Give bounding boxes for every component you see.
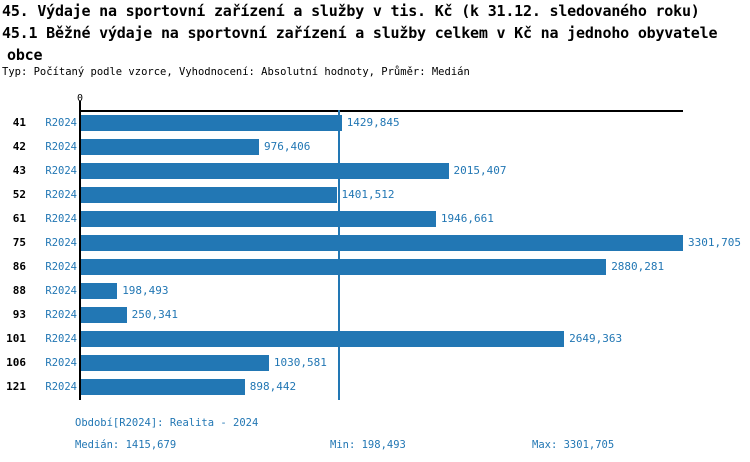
- series-label: R2024: [45, 141, 77, 153]
- chart-row: 121 R2024 898,442: [0, 379, 750, 395]
- chart-row: 43 R2024 2015,407: [0, 163, 750, 179]
- series-label: R2024: [45, 213, 77, 225]
- value-label: 3301,705: [688, 236, 741, 249]
- series-label: R2024: [45, 381, 77, 393]
- bar: [81, 283, 118, 299]
- bar: [81, 211, 436, 227]
- value-label: 898,442: [249, 380, 297, 393]
- bar: [81, 115, 342, 131]
- value-label: 198,493: [122, 284, 169, 297]
- value-label: 2649,363: [569, 332, 623, 345]
- series-label: R2024: [45, 165, 77, 177]
- category-label: 42: [12, 140, 26, 153]
- chart-row: 88 R2024 198,493: [0, 283, 750, 299]
- category-label: 61: [12, 212, 26, 225]
- category-label: 101: [6, 332, 26, 345]
- category-label: 93: [12, 308, 26, 321]
- bar: [81, 259, 607, 275]
- series-label: R2024: [45, 309, 77, 321]
- median-reference-line: [338, 110, 341, 400]
- bar: [81, 307, 127, 323]
- chart-row: 75 R2024 3301,705: [0, 235, 750, 251]
- category-label: 88: [12, 284, 26, 297]
- series-label: R2024: [45, 261, 77, 273]
- bar: [81, 163, 449, 179]
- series-label: R2024: [45, 285, 77, 297]
- page-title-line2: 45.1 Běžné výdaje na sportovní zařízení …: [2, 24, 718, 42]
- median-stat: Medián: 1415,679: [75, 439, 177, 451]
- page-title-line3: obce: [7, 46, 43, 64]
- min-stat: Min: 198,493: [330, 439, 406, 451]
- chart-row: 86 R2024 2880,281: [0, 259, 750, 275]
- chart-row: 52 R2024 1401,512: [0, 187, 750, 203]
- chart-meta-line: Typ: Počítaný podle vzorce, Vyhodnocení:…: [2, 66, 470, 78]
- period-legend: Období[R2024]: Realita - 2024: [75, 417, 259, 429]
- chart-row: 42 R2024 976,406: [0, 139, 750, 155]
- category-label: 106: [6, 356, 26, 369]
- value-label: 1429,845: [346, 116, 400, 129]
- bar: [81, 187, 337, 203]
- category-label: 52: [12, 188, 26, 201]
- series-label: R2024: [45, 117, 77, 129]
- bar: [81, 139, 259, 155]
- series-label: R2024: [45, 357, 77, 369]
- value-label: 2880,281: [611, 260, 665, 273]
- x-axis-line: [80, 110, 683, 112]
- category-label: 86: [12, 260, 26, 273]
- chart-row: 106 R2024 1030,581: [0, 355, 750, 371]
- category-label: 121: [6, 380, 26, 393]
- chart-row: 41 R2024 1429,845: [0, 115, 750, 131]
- value-label: 250,341: [131, 308, 178, 321]
- series-label: R2024: [45, 333, 77, 345]
- chart-row: 93 R2024 250,341: [0, 307, 750, 323]
- value-label: 976,406: [264, 140, 311, 153]
- max-stat: Max: 3301,705: [532, 439, 615, 451]
- value-label: 1401,512: [341, 188, 395, 201]
- bar: [81, 379, 245, 395]
- x-axis-zero-tick-label: 0: [76, 93, 84, 104]
- bar: [81, 235, 683, 251]
- chart-row: 101 R2024 2649,363: [0, 331, 750, 347]
- series-label: R2024: [45, 189, 77, 201]
- value-label: 2015,407: [453, 164, 507, 177]
- series-label: R2024: [45, 237, 77, 249]
- page-title-line1: 45. Výdaje na sportovní zařízení a služb…: [2, 2, 700, 20]
- chart-row: 61 R2024 1946,661: [0, 211, 750, 227]
- value-label: 1946,661: [440, 212, 494, 225]
- category-label: 41: [12, 116, 26, 129]
- y-axis-line: [79, 101, 81, 400]
- value-label: 1030,581: [273, 356, 327, 369]
- category-label: 43: [12, 164, 26, 177]
- bar: [81, 331, 565, 347]
- bar: [81, 355, 269, 371]
- category-label: 75: [12, 236, 26, 249]
